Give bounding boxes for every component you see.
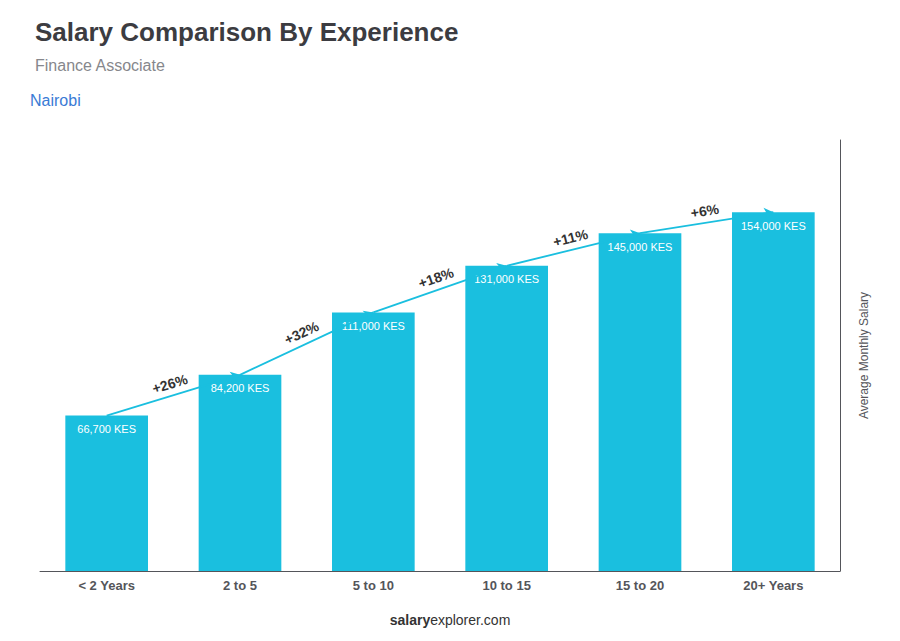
svg-text:84,200 KES: 84,200 KES <box>211 382 270 394</box>
svg-text:explorer.com: explorer.com <box>430 612 510 628</box>
svg-text:+6%: +6% <box>690 201 721 221</box>
svg-text:154,000 KES: 154,000 KES <box>741 220 806 232</box>
svg-text:+32%: +32% <box>282 318 322 348</box>
svg-text:+18%: +18% <box>416 264 456 291</box>
svg-text:145,000 KES: 145,000 KES <box>608 241 673 253</box>
svg-text:Average Monthly Salary: Average Monthly Salary <box>857 292 871 419</box>
svg-text:111,000 KES: 111,000 KES <box>342 320 405 332</box>
svg-text:10 to 15: 10 to 15 <box>482 578 530 593</box>
svg-text:5 to 10: 5 to 10 <box>353 578 394 593</box>
svg-text:Finance Associate: Finance Associate <box>35 57 165 74</box>
svg-text:+26%: +26% <box>150 371 190 397</box>
svg-text:20+ Years: 20+ Years <box>743 578 803 593</box>
svg-text:15 to 20: 15 to 20 <box>616 578 664 593</box>
svg-text:131,000 KES: 131,000 KES <box>474 273 539 285</box>
svg-text:Nairobi: Nairobi <box>30 92 81 109</box>
svg-text:salary: salary <box>390 612 431 628</box>
svg-text:Salary Comparison By Experienc: Salary Comparison By Experience <box>35 17 458 47</box>
svg-text:66,700 KES: 66,700 KES <box>77 423 136 435</box>
svg-text:2 to 5: 2 to 5 <box>223 578 257 593</box>
svg-text:+11%: +11% <box>551 226 590 250</box>
svg-text:< 2 Years: < 2 Years <box>78 578 135 593</box>
